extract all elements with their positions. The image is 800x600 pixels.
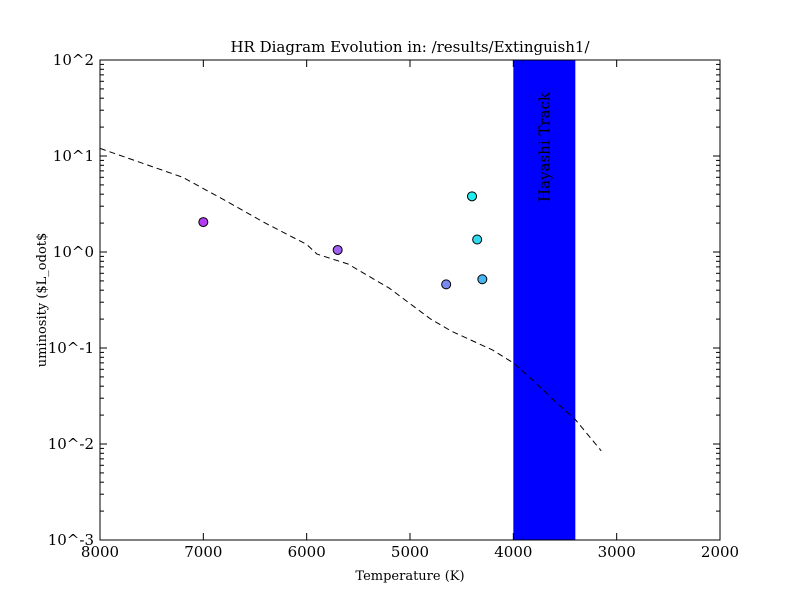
curve-layer <box>99 147 602 452</box>
y-tick-label-5: 10^-3 <box>48 531 94 549</box>
x-tick-label-3: 5000 <box>391 543 429 561</box>
chart-title: HR Diagram Evolution in: /results/Exting… <box>230 38 590 56</box>
scatter-point-1 <box>198 217 209 228</box>
x-tick-label-2: 6000 <box>288 543 326 561</box>
band-label: Hayashi Track <box>535 91 553 202</box>
ticks-layer: 8000 7000 6000 5000 4000 3000 2000 10^2 10^1 10^0… <box>48 51 739 561</box>
x-axis-label: Temperature (K) <box>355 569 464 584</box>
reference-curve <box>99 147 602 452</box>
scatter-point-5 <box>472 234 483 245</box>
x-tick-label-1: 7000 <box>184 543 222 561</box>
band-layer: Hayashi Track <box>513 60 576 540</box>
y-tick-label-0: 10^2 <box>53 51 94 69</box>
y-tick-label-3: 10^-1 <box>48 339 94 357</box>
plot-area <box>100 60 720 540</box>
scatter-point-6 <box>467 191 477 202</box>
hayashi-band <box>513 60 576 540</box>
x-tick-label-0: 8000 <box>81 543 119 561</box>
x-tick-label-5: 3000 <box>598 543 636 561</box>
y-axis-label: uminosity ($L_odot$ <box>35 233 50 368</box>
scatter-point-3 <box>441 279 452 290</box>
scatter-point-4 <box>477 274 488 285</box>
scatter-point-2 <box>332 244 343 255</box>
y-tick-label-1: 10^1 <box>53 147 94 165</box>
y-tick-label-2: 10^0 <box>53 243 94 261</box>
y-tick-label-4: 10^-2 <box>48 435 94 453</box>
x-tick-label-4: 4000 <box>494 543 532 561</box>
points-layer <box>198 191 488 290</box>
x-tick-label-6: 2000 <box>701 543 739 561</box>
